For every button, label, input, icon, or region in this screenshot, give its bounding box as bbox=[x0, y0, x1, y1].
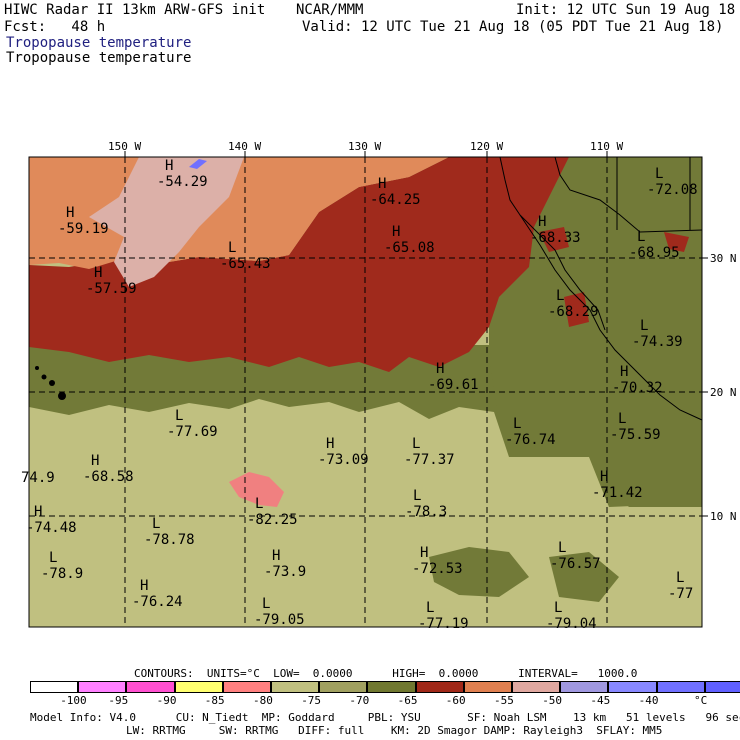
colorbar-swatch bbox=[463, 681, 512, 693]
colorbar-tick-label: -90 bbox=[156, 694, 177, 707]
colorbar-tick-label: -65 bbox=[397, 694, 418, 707]
colorbar-swatch bbox=[174, 681, 223, 693]
model-info-line1: Model Info: V4.0 CU: N_Tiedt MP: Goddard… bbox=[30, 711, 740, 724]
colorbar-swatch bbox=[608, 681, 657, 693]
colorbar-tick-label: -50 bbox=[542, 694, 563, 707]
colorbar-swatch bbox=[367, 681, 416, 693]
lon-label-150w: 150 W bbox=[108, 140, 141, 153]
colorbar-tick-label: -95 bbox=[108, 694, 129, 707]
colorbar-swatch bbox=[656, 681, 705, 693]
tropopause-map bbox=[29, 157, 702, 627]
colorbar-swatch bbox=[30, 681, 79, 693]
institution-label: NCAR/MMM bbox=[296, 2, 364, 18]
colorbar-swatch bbox=[126, 681, 175, 693]
colorbar-tick-label: -75 bbox=[301, 694, 322, 707]
init-time: Init: 12 UTC Sun 19 Aug 18 bbox=[516, 2, 736, 18]
colorbar-swatch bbox=[415, 681, 464, 693]
colorbar-swatch bbox=[704, 681, 740, 693]
model-title: HIWC Radar II 13km ARW-GFS init bbox=[4, 2, 266, 18]
colorbar-swatch bbox=[560, 681, 609, 693]
lon-label-120w: 120 W bbox=[470, 140, 503, 153]
lon-label-140w: 140 W bbox=[228, 140, 261, 153]
colorbar-swatch bbox=[271, 681, 320, 693]
lat-label-10n: 10 N bbox=[710, 510, 737, 523]
colorbar-swatch bbox=[319, 681, 368, 693]
lon-label-130w: 130 W bbox=[348, 140, 381, 153]
colorbar-tick-label: -60 bbox=[445, 694, 466, 707]
colorbar-tick-label: -100 bbox=[60, 694, 87, 707]
colorbar-tick-label: -70 bbox=[349, 694, 370, 707]
valid-time: Valid: 12 UTC Tue 21 Aug 18 (05 PDT Tue … bbox=[302, 19, 724, 35]
lon-label-110w: 110 W bbox=[590, 140, 623, 153]
forecast-hour: Fcst: 48 h bbox=[4, 19, 106, 35]
colorbar-tick-label: -40 bbox=[638, 694, 659, 707]
lat-label-20n: 20 N bbox=[710, 386, 737, 399]
colorbar-tick-label: -55 bbox=[494, 694, 514, 707]
contours-info: CONTOURS: UNITS=°C LOW= 0.0000 HIGH= 0.0… bbox=[134, 667, 638, 680]
colorbar-unit: °C bbox=[694, 694, 708, 707]
colorbar-swatch bbox=[222, 681, 271, 693]
lat-label-30n: 30 N bbox=[710, 252, 737, 265]
map-panel bbox=[29, 157, 702, 627]
colorbar-tick-label: -45 bbox=[590, 694, 611, 707]
colorbar-swatch bbox=[78, 681, 127, 693]
colorbar-tick-label: -85 bbox=[204, 694, 225, 707]
field-title-primary: Tropopause temperature bbox=[6, 35, 192, 51]
colorbar-swatch bbox=[512, 681, 561, 693]
model-info-line2: LW: RRTMG SW: RRTMG DIFF: full KM: 2D Sm… bbox=[126, 724, 663, 737]
field-title-secondary: Tropopause temperature bbox=[6, 50, 192, 66]
colorbar-tick-label: -80 bbox=[253, 694, 273, 707]
